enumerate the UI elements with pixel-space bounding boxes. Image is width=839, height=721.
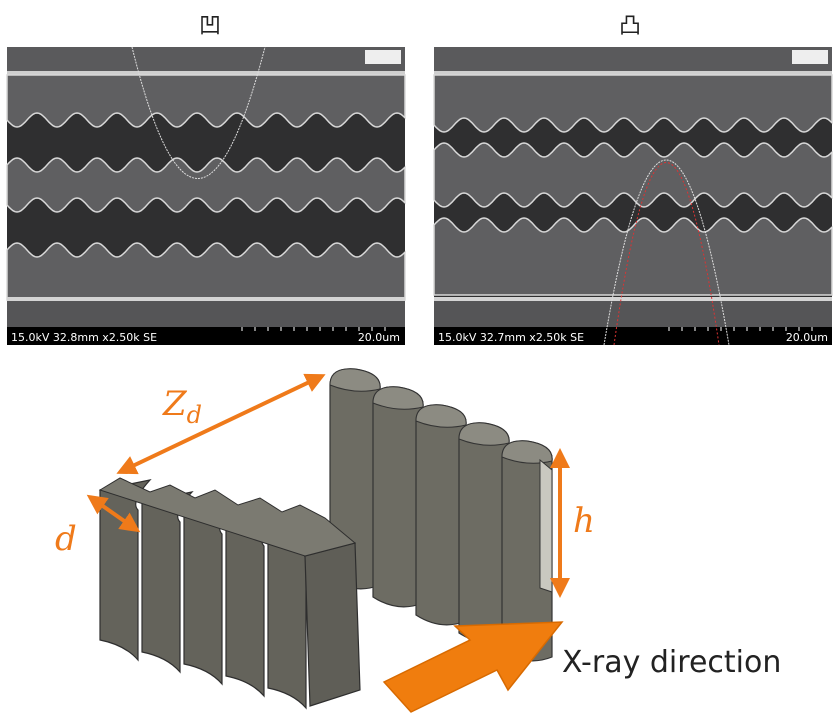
- xray-label: X-ray direction: [562, 645, 781, 680]
- panel-symbol: 凸: [619, 14, 641, 39]
- sem-edge: [7, 71, 405, 75]
- h-label: h: [573, 501, 595, 541]
- sem-band: [433, 142, 833, 208]
- sem-band: [433, 74, 833, 133]
- sem-edge: [434, 71, 832, 75]
- pillars: [98, 368, 553, 710]
- convex-end: [539, 458, 553, 593]
- sem-infobar: [7, 327, 405, 345]
- sem-band: [6, 157, 406, 213]
- sem-legend: [365, 50, 401, 64]
- sem-bottom: [434, 298, 832, 327]
- sem-legend: [792, 50, 828, 64]
- xray-arrow: [382, 621, 564, 713]
- d-arrow: [86, 494, 141, 533]
- sem-plate: [7, 47, 405, 73]
- sem-scale: 20.0um: [358, 331, 400, 344]
- zd-label-main: Z: [162, 384, 188, 424]
- parabola: [131, 46, 266, 179]
- plate-top: [98, 477, 357, 557]
- sem-info: 15.0kV 32.8mm x2.50k SE: [11, 331, 157, 344]
- pillar-top: [501, 440, 553, 464]
- sem-infobar: [434, 327, 832, 345]
- panel-symbol: 凹: [199, 14, 221, 39]
- concave-plate: [304, 542, 361, 707]
- d-label: d: [55, 519, 77, 559]
- zd-arrow: [116, 373, 326, 475]
- sem-band: [6, 242, 406, 301]
- sem-image-left: [6, 46, 406, 345]
- sem-plate: [434, 47, 832, 73]
- sem-info: 15.0kV 32.7mm x2.50k SE: [438, 331, 584, 344]
- pillar-top: [415, 404, 467, 428]
- parabola: [613, 162, 720, 346]
- sem-edge: [434, 297, 832, 301]
- zd-label-sub: d: [187, 401, 202, 429]
- pillar-top: [329, 368, 381, 392]
- pillar-top: [372, 386, 424, 410]
- sem-image-right: [433, 47, 833, 346]
- zd-label: Zd: [162, 384, 202, 429]
- sem-band: [433, 217, 833, 296]
- sem-band: [6, 74, 406, 128]
- sem-scale: 20.0um: [786, 331, 828, 344]
- sem-edge: [7, 297, 405, 301]
- sem-bottom: [7, 298, 405, 327]
- pillar-top: [458, 422, 510, 446]
